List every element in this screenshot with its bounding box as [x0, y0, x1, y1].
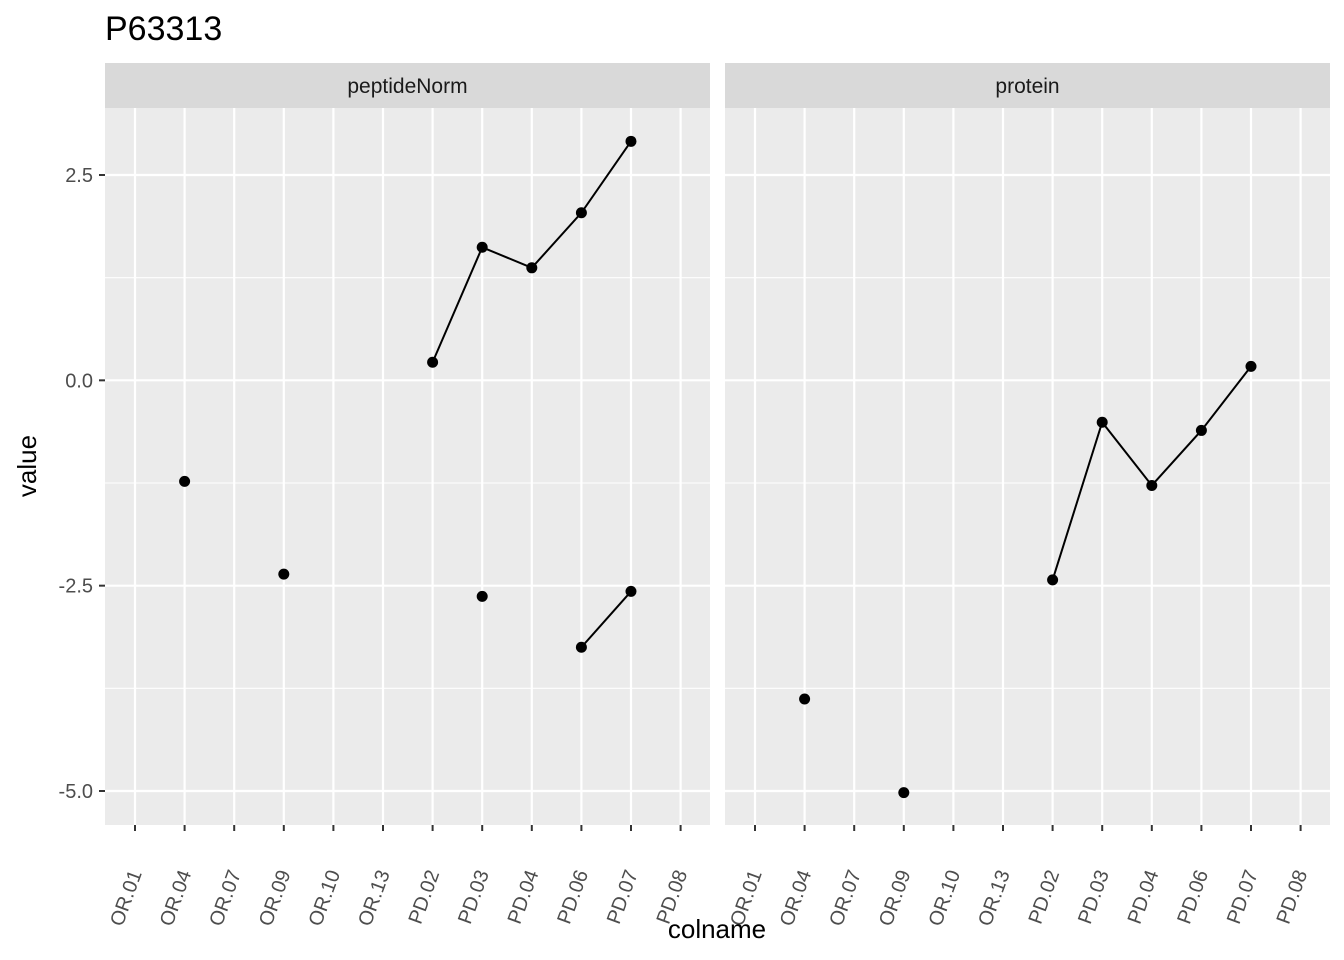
x-tick-label: OR.13: [974, 867, 1014, 929]
facet-strip: [725, 63, 1330, 108]
series-protein-2: [1047, 360, 1257, 586]
series-peptideNorm-1: [278, 568, 290, 580]
data-point: [476, 590, 488, 602]
chart-title: P63313: [105, 10, 222, 48]
data-point: [427, 356, 439, 368]
data-point: [575, 207, 587, 219]
panel-background: [105, 108, 710, 825]
series-protein-1: [898, 787, 910, 799]
facet-panel-peptideNorm: peptideNorm OR.01 OR.04 OR.07 OR.09 OR.10 OR.1…: [105, 63, 710, 929]
data-point: [526, 262, 538, 274]
data-point: [1146, 479, 1158, 491]
x-tick-label: OR.10: [925, 867, 965, 929]
data-point: [1245, 360, 1257, 372]
x-tick-label: OR.10: [305, 867, 345, 929]
x-tick-label: PD.07: [603, 867, 643, 927]
x-tick-label: OR.01: [106, 867, 146, 929]
data-point: [799, 693, 811, 705]
y-tick-label: -5.0: [59, 781, 93, 803]
x-tick-label: PD.08: [1273, 867, 1313, 927]
facet-strip-label: peptideNorm: [347, 75, 467, 98]
data-point: [625, 585, 637, 597]
data-point: [1195, 424, 1207, 436]
series-peptideNorm-3: [476, 590, 488, 602]
x-tick-label: OR.09: [255, 867, 295, 929]
facet-strip-label: protein: [995, 75, 1059, 98]
data-point: [575, 641, 587, 653]
series-peptideNorm-2: [427, 135, 637, 368]
data-point: [1047, 574, 1059, 586]
series-line: [580, 590, 632, 648]
x-tick-label: PD.03: [454, 867, 494, 927]
x-tick-label: PD.02: [1025, 867, 1065, 927]
x-tick-label: OR.09: [875, 867, 915, 929]
data-point: [1096, 416, 1108, 428]
data-point: [898, 787, 910, 799]
data-point: [625, 135, 637, 147]
x-tick-label: PD.03: [1074, 867, 1114, 927]
x-axis-title: colname: [668, 914, 766, 944]
panel-background: [725, 108, 1330, 825]
x-tick-label: PD.06: [553, 867, 593, 927]
facet-strip: [105, 63, 710, 108]
y-tick-label: 0.0: [65, 370, 93, 392]
y-axis: 2.5 0.0 -2.5 -5.0: [59, 165, 105, 803]
x-tick-label: OR.07: [205, 867, 245, 929]
x-tick-label: PD.06: [1173, 867, 1213, 927]
y-tick-label: 2.5: [65, 165, 93, 187]
data-point: [476, 241, 488, 253]
x-tick-label: OR.07: [825, 867, 865, 929]
x-tick-label: PD.04: [504, 867, 544, 927]
data-point: [278, 568, 290, 580]
x-tick-label: PD.07: [1223, 867, 1263, 927]
data-point: [179, 475, 191, 487]
x-tick-label: PD.04: [1124, 867, 1164, 927]
series-peptideNorm-0: [179, 475, 191, 487]
x-tick-label: PD.02: [405, 867, 445, 927]
y-tick-label: -2.5: [59, 576, 93, 598]
y-axis-title: value: [12, 435, 42, 497]
x-tick-label: OR.04: [776, 867, 816, 929]
x-tick-label: OR.04: [156, 867, 196, 929]
series-protein-0: [799, 693, 811, 705]
series-peptideNorm-4: [575, 585, 637, 653]
x-tick-label: OR.13: [354, 867, 394, 929]
